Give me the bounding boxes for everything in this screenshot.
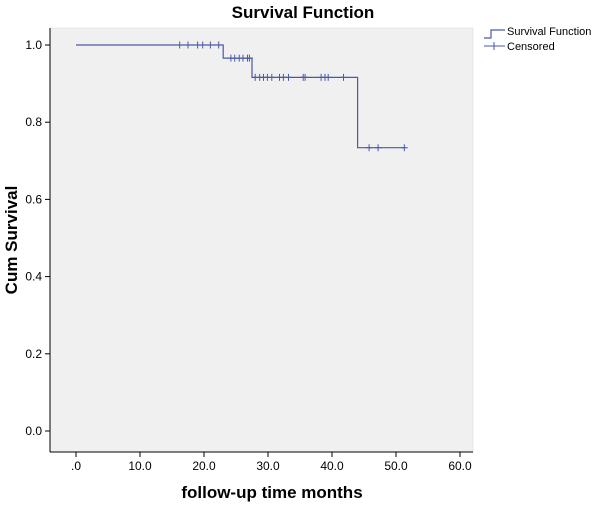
legend-survival-label: Survival Function <box>507 26 591 38</box>
censored-marker <box>365 144 373 152</box>
censored-marker <box>268 73 276 81</box>
x-tick-label: 60.0 <box>448 459 472 473</box>
x-tick-label: 40.0 <box>320 459 344 473</box>
censored-marker <box>184 41 192 49</box>
y-tick-label: 0.2 <box>25 347 42 361</box>
legend: Survival Function Censored <box>484 26 591 53</box>
y-axis-title: Cum Survival <box>2 186 21 295</box>
censored-marker <box>301 73 309 81</box>
y-tick-label: 0.6 <box>25 192 42 206</box>
censored-marker <box>245 54 253 62</box>
series-layer <box>76 44 406 149</box>
legend-survival-swatch <box>484 29 505 39</box>
x-tick-label: .0 <box>71 459 81 473</box>
y-tick-label: 1.0 <box>25 38 42 52</box>
plot-area <box>49 27 474 453</box>
y-tick-label: 0.0 <box>25 424 42 438</box>
x-axis-ticks: .0 10.0 20.0 30.0 40.0 50.0 60.0 <box>71 452 472 473</box>
legend-censored-label: Censored <box>507 41 555 53</box>
chart-title: Survival Function <box>232 3 375 22</box>
censored-marker <box>176 41 184 49</box>
censored-marker <box>199 41 207 49</box>
censored-marker <box>324 73 332 81</box>
censored-marker <box>374 144 382 152</box>
legend-censored-swatch <box>484 42 505 50</box>
y-tick-label: 0.8 <box>25 115 42 129</box>
survival-function-line <box>76 44 406 149</box>
censored-markers <box>176 41 408 152</box>
x-tick-label: 50.0 <box>384 459 408 473</box>
x-tick-label: 20.0 <box>192 459 216 473</box>
y-axis-ticks: 0.0 0.2 0.4 0.6 0.8 1.0 <box>25 38 50 438</box>
censored-marker <box>215 41 223 49</box>
y-tick-label: 0.4 <box>25 270 42 284</box>
censored-marker <box>206 41 214 49</box>
x-tick-label: 10.0 <box>128 459 152 473</box>
censored-marker <box>340 73 347 81</box>
x-axis-title: follow-up time months <box>181 483 362 502</box>
censored-marker <box>400 144 408 152</box>
x-tick-label: 30.0 <box>256 459 280 473</box>
censored-marker <box>285 73 292 81</box>
